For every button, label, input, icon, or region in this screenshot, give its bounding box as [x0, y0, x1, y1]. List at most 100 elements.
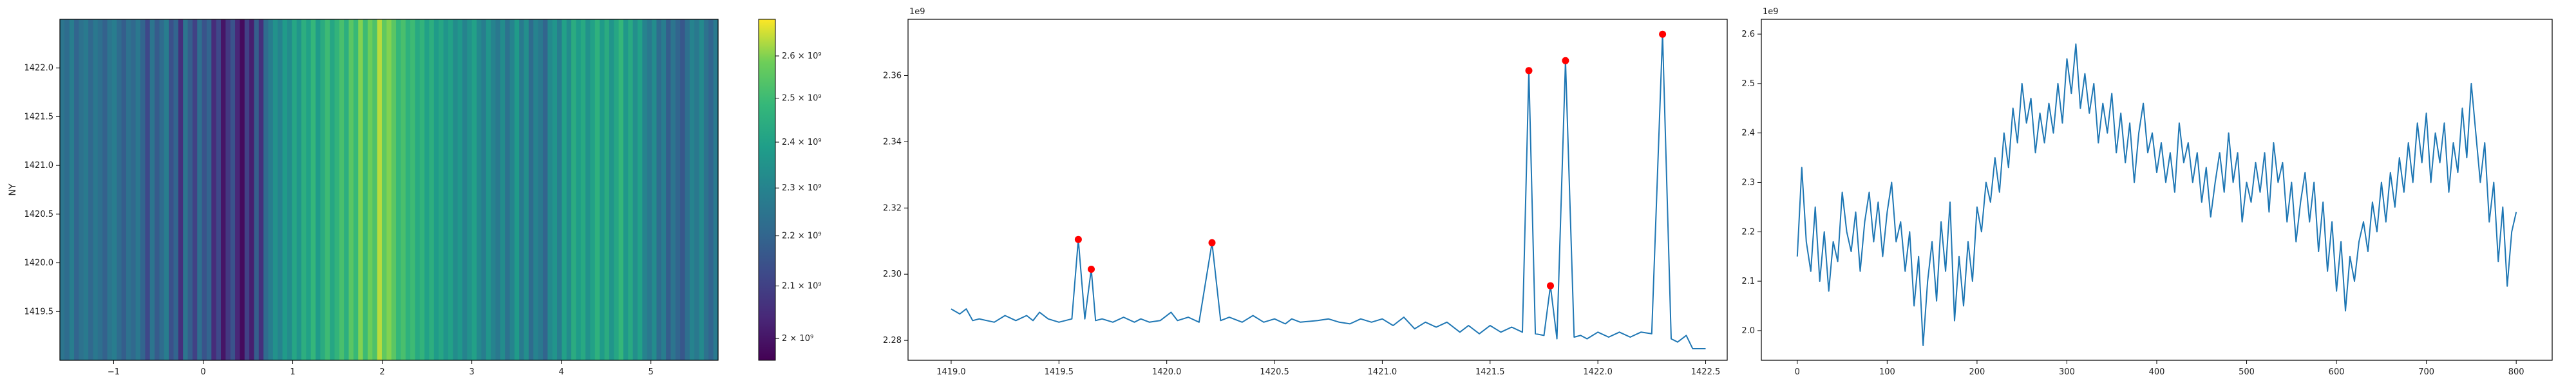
heatmap-column — [372, 19, 378, 360]
heatmap-column — [126, 19, 131, 360]
heatmap-column — [121, 19, 127, 360]
heatmap-column — [453, 19, 459, 360]
heatmap-column — [467, 19, 473, 360]
heatmap-column — [278, 19, 283, 360]
colorbar-ticks: 2 × 10⁹ 2.1 × 10⁹ 2.2 × 10⁹ 2.3 × 10⁹ 2.4 × … — [775, 51, 822, 344]
heatmap-x-tick-label: 2 — [379, 367, 384, 377]
heatmap-column — [614, 19, 620, 360]
heatmap-column — [211, 19, 217, 360]
timeseries-x-tick-label: 600 — [2329, 367, 2345, 377]
heatmap-column — [443, 19, 449, 360]
heatmap-column — [381, 19, 387, 360]
heatmap-column — [60, 19, 65, 360]
peaks-x-tick-label: 1421.0 — [1368, 367, 1397, 377]
peaks-series-line — [951, 33, 1706, 349]
heatmap-column — [220, 19, 226, 360]
heatmap-column — [330, 19, 336, 360]
colorbar-tick-label: 2 × 10⁹ — [782, 334, 813, 344]
timeseries-y-ticks: 2.0 2.1 2.2 2.3 2.4 2.5 2.6 — [1741, 30, 1761, 336]
peaks-x-ticks: 1419.0 1419.5 1420.0 1420.5 1421.0 1421.5 1422… — [936, 360, 1720, 377]
heatmap-frame — [59, 19, 719, 361]
heatmap-column — [405, 19, 411, 360]
heatmap-column — [216, 19, 222, 360]
heatmap-column — [632, 19, 638, 360]
heatmap-x-tick-label: 0 — [200, 367, 205, 377]
heatmap-column — [155, 19, 160, 360]
colorbar-tick-label: 2.1 × 10⁹ — [782, 282, 822, 291]
heatmap-column — [386, 19, 392, 360]
timeseries-y-tick-label: 2.6 — [1741, 30, 1755, 39]
heatmap-column — [348, 19, 354, 360]
peak-marker — [1562, 57, 1569, 64]
peaks-x-tick-label: 1420.0 — [1152, 367, 1182, 377]
heatmap-column — [192, 19, 198, 360]
heatmap-column — [102, 19, 108, 360]
peak-marker — [1659, 30, 1667, 38]
peaks-line-panel: 1e9 1419.0 1419.5 1420.0 1420.5 1421.0 1421.5… — [883, 7, 1728, 377]
timeseries-x-tick-label: 100 — [1879, 367, 1895, 377]
heatmap-column — [628, 19, 634, 360]
peaks-y-tick-label: 2.34 — [883, 137, 902, 147]
heatmap-column — [396, 19, 401, 360]
heatmap-column — [703, 19, 709, 360]
timeseries-y-tick-label: 2.3 — [1741, 178, 1755, 187]
heatmap-column — [557, 19, 562, 360]
heatmap-column — [178, 19, 184, 360]
peaks-frame — [907, 19, 1728, 361]
timeseries-y-tick-label: 2.2 — [1741, 227, 1755, 237]
heatmap-column — [538, 19, 544, 360]
peak-markers — [1074, 30, 1667, 290]
heatmap-column — [680, 19, 686, 360]
heatmap-column — [292, 19, 298, 360]
colorbar: 2 × 10⁹ 2.1 × 10⁹ 2.2 × 10⁹ 2.3 × 10⁹ 2.4 × … — [758, 19, 822, 361]
peaks-x-tick-label: 1419.5 — [1045, 367, 1074, 377]
heatmap-y-tick-label: 1421.5 — [24, 112, 54, 122]
timeseries-series — [1796, 43, 2517, 346]
heatmap-column — [623, 19, 629, 360]
heatmap-column — [424, 19, 430, 360]
heatmap-column — [93, 19, 99, 360]
heatmap-column — [282, 19, 288, 360]
heatmap-column — [107, 19, 113, 360]
heatmap-column — [159, 19, 165, 360]
peak-marker — [1525, 67, 1533, 75]
heatmap-column — [547, 19, 553, 360]
peaks-series — [951, 33, 1706, 349]
heatmap-y-tick-label: 1422.0 — [24, 64, 54, 73]
heatmap-column — [433, 19, 439, 360]
heatmap-column — [594, 19, 600, 360]
timeseries-series-line — [1796, 43, 2517, 346]
heatmap-column — [675, 19, 681, 360]
heatmap-column — [391, 19, 397, 360]
heatmap-column — [670, 19, 676, 360]
heatmap-column — [320, 19, 326, 360]
heatmap-column — [604, 19, 610, 360]
heatmap-column — [699, 19, 705, 360]
heatmap-y-axis-label: NY — [8, 183, 18, 196]
heatmap-x-tick-label: 5 — [649, 367, 654, 377]
heatmap-column — [647, 19, 652, 360]
heatmap-column — [448, 19, 453, 360]
heatmap-y-tick-label: 1421.0 — [24, 161, 54, 170]
heatmap-column — [117, 19, 122, 360]
peaks-y-tick-label: 2.36 — [883, 71, 902, 80]
heatmap-x-tick-label: −1 — [108, 367, 120, 377]
heatmap-column — [401, 19, 406, 360]
heatmap-column — [244, 19, 250, 360]
peaks-x-tick-label: 1420.5 — [1260, 367, 1289, 377]
heatmap-cells — [60, 19, 719, 360]
heatmap-x-tick-label: 3 — [469, 367, 474, 377]
heatmap-column — [316, 19, 321, 360]
heatmap-column — [481, 19, 487, 360]
heatmap-column — [509, 19, 515, 360]
heatmap-column — [187, 19, 193, 360]
timeseries-y-tick-label: 2.4 — [1741, 129, 1755, 138]
heatmap-column — [666, 19, 672, 360]
heatmap-column — [495, 19, 501, 360]
heatmap-column — [135, 19, 141, 360]
heatmap-column — [353, 19, 359, 360]
peaks-y-ticks: 2.28 2.30 2.32 2.34 2.36 — [883, 71, 908, 345]
timeseries-panel: 1e9 0 100 200 300 400 500 600 700 800 2.02.12.22… — [1741, 7, 2553, 377]
heatmap-column — [140, 19, 146, 360]
heatmap-column — [254, 19, 260, 360]
